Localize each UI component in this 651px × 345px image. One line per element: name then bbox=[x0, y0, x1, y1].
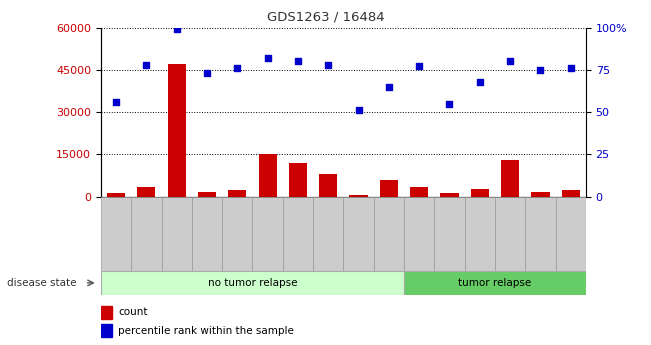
Bar bbox=[562, 190, 580, 197]
Bar bbox=[440, 193, 458, 197]
Bar bbox=[319, 174, 337, 197]
Point bbox=[141, 62, 152, 68]
Bar bbox=[101, 324, 111, 337]
Bar bbox=[107, 193, 125, 197]
Point bbox=[383, 84, 394, 89]
Point bbox=[293, 59, 303, 64]
Point bbox=[232, 66, 243, 71]
FancyBboxPatch shape bbox=[161, 197, 192, 271]
Bar bbox=[137, 187, 156, 197]
Point bbox=[535, 67, 546, 72]
FancyBboxPatch shape bbox=[374, 197, 404, 271]
Point bbox=[353, 108, 364, 113]
Bar bbox=[531, 191, 549, 197]
FancyBboxPatch shape bbox=[495, 197, 525, 271]
Bar bbox=[258, 155, 277, 197]
Point bbox=[444, 101, 454, 106]
FancyBboxPatch shape bbox=[101, 197, 132, 271]
FancyBboxPatch shape bbox=[344, 197, 374, 271]
Text: disease state: disease state bbox=[7, 278, 76, 288]
Text: count: count bbox=[118, 307, 147, 317]
Text: tumor relapse: tumor relapse bbox=[458, 278, 532, 288]
FancyBboxPatch shape bbox=[313, 197, 344, 271]
Text: no tumor relapse: no tumor relapse bbox=[208, 278, 298, 288]
FancyBboxPatch shape bbox=[192, 197, 222, 271]
Text: percentile rank within the sample: percentile rank within the sample bbox=[118, 326, 294, 336]
Point bbox=[505, 59, 516, 64]
Point bbox=[171, 27, 182, 32]
Bar bbox=[289, 163, 307, 197]
Bar bbox=[410, 187, 428, 197]
FancyBboxPatch shape bbox=[525, 197, 555, 271]
FancyBboxPatch shape bbox=[101, 271, 404, 295]
Point bbox=[414, 64, 424, 69]
Bar bbox=[167, 64, 186, 197]
Bar bbox=[101, 306, 111, 319]
FancyBboxPatch shape bbox=[555, 197, 586, 271]
Bar bbox=[229, 190, 246, 197]
Bar bbox=[501, 160, 519, 197]
Point bbox=[111, 99, 121, 105]
FancyBboxPatch shape bbox=[465, 197, 495, 271]
FancyBboxPatch shape bbox=[283, 197, 313, 271]
Point bbox=[475, 79, 485, 85]
Point bbox=[202, 70, 212, 76]
FancyBboxPatch shape bbox=[253, 197, 283, 271]
Point bbox=[566, 66, 576, 71]
FancyBboxPatch shape bbox=[222, 197, 253, 271]
Bar bbox=[471, 189, 489, 197]
FancyBboxPatch shape bbox=[434, 197, 465, 271]
Text: GDS1263 / 16484: GDS1263 / 16484 bbox=[267, 10, 384, 23]
FancyBboxPatch shape bbox=[132, 197, 161, 271]
Point bbox=[323, 62, 333, 68]
Bar bbox=[198, 193, 216, 197]
FancyBboxPatch shape bbox=[404, 271, 586, 295]
Bar bbox=[380, 180, 398, 197]
Point bbox=[262, 55, 273, 61]
FancyBboxPatch shape bbox=[404, 197, 434, 271]
Bar bbox=[350, 195, 368, 197]
